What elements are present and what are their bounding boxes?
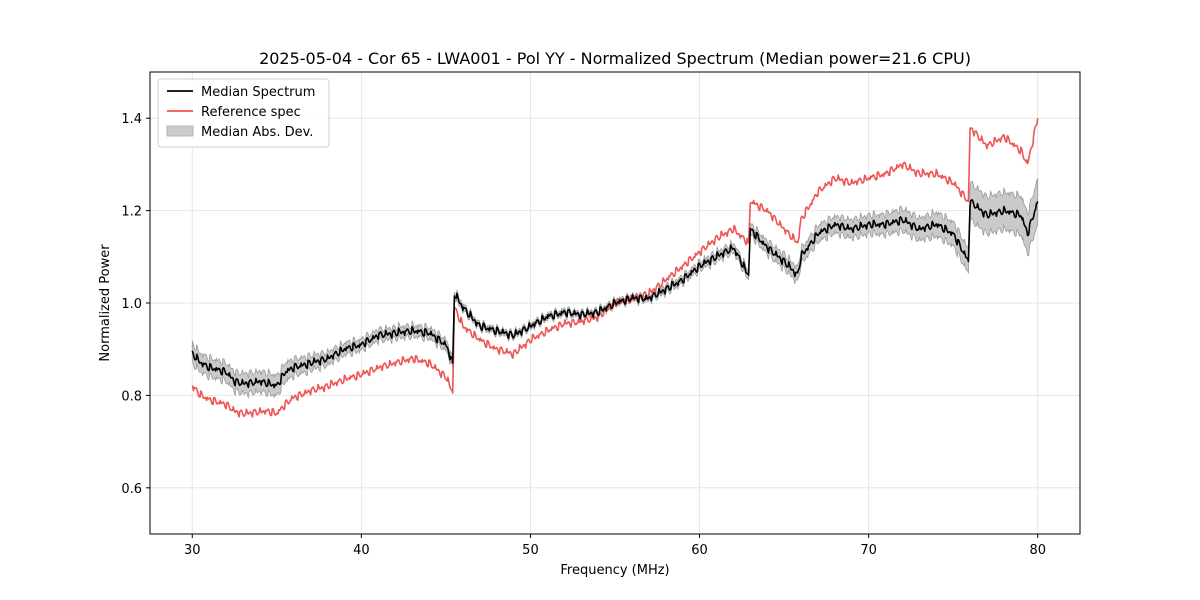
grid [150,72,1080,534]
y-tick-label: 1.0 [121,297,142,312]
series-layer [191,118,1039,418]
x-tick-label: 40 [353,543,370,558]
x-axis: 30 40 50 60 70 80 [184,534,1046,558]
x-axis-title: Frequency (MHz) [560,563,669,578]
chart-title: 2025-05-04 - Cor 65 - LWA001 - Pol YY - … [259,49,971,68]
y-tick-label: 1.2 [121,205,142,220]
legend: Median Spectrum Reference spec Median Ab… [157,78,330,148]
x-tick-label: 50 [522,543,539,558]
x-tick-label: 80 [1029,543,1046,558]
legend-label-mad: Median Abs. Dev. [201,125,313,140]
x-tick-label: 70 [860,543,877,558]
legend-label-median: Median Spectrum [201,85,315,100]
y-axis: 0.6 0.8 1.0 1.2 1.4 [121,112,150,497]
y-tick-label: 0.6 [121,482,142,497]
legend-label-reference: Reference spec [201,105,301,120]
series-median-spectrum [191,199,1039,389]
x-tick-label: 30 [184,543,201,558]
y-tick-label: 1.4 [121,112,142,127]
x-tick-label: 60 [691,543,708,558]
legend-swatch-mad [166,125,194,137]
y-tick-label: 0.8 [121,389,142,404]
legend-box [157,78,330,148]
y-axis-title: Normalized Power [98,244,113,362]
